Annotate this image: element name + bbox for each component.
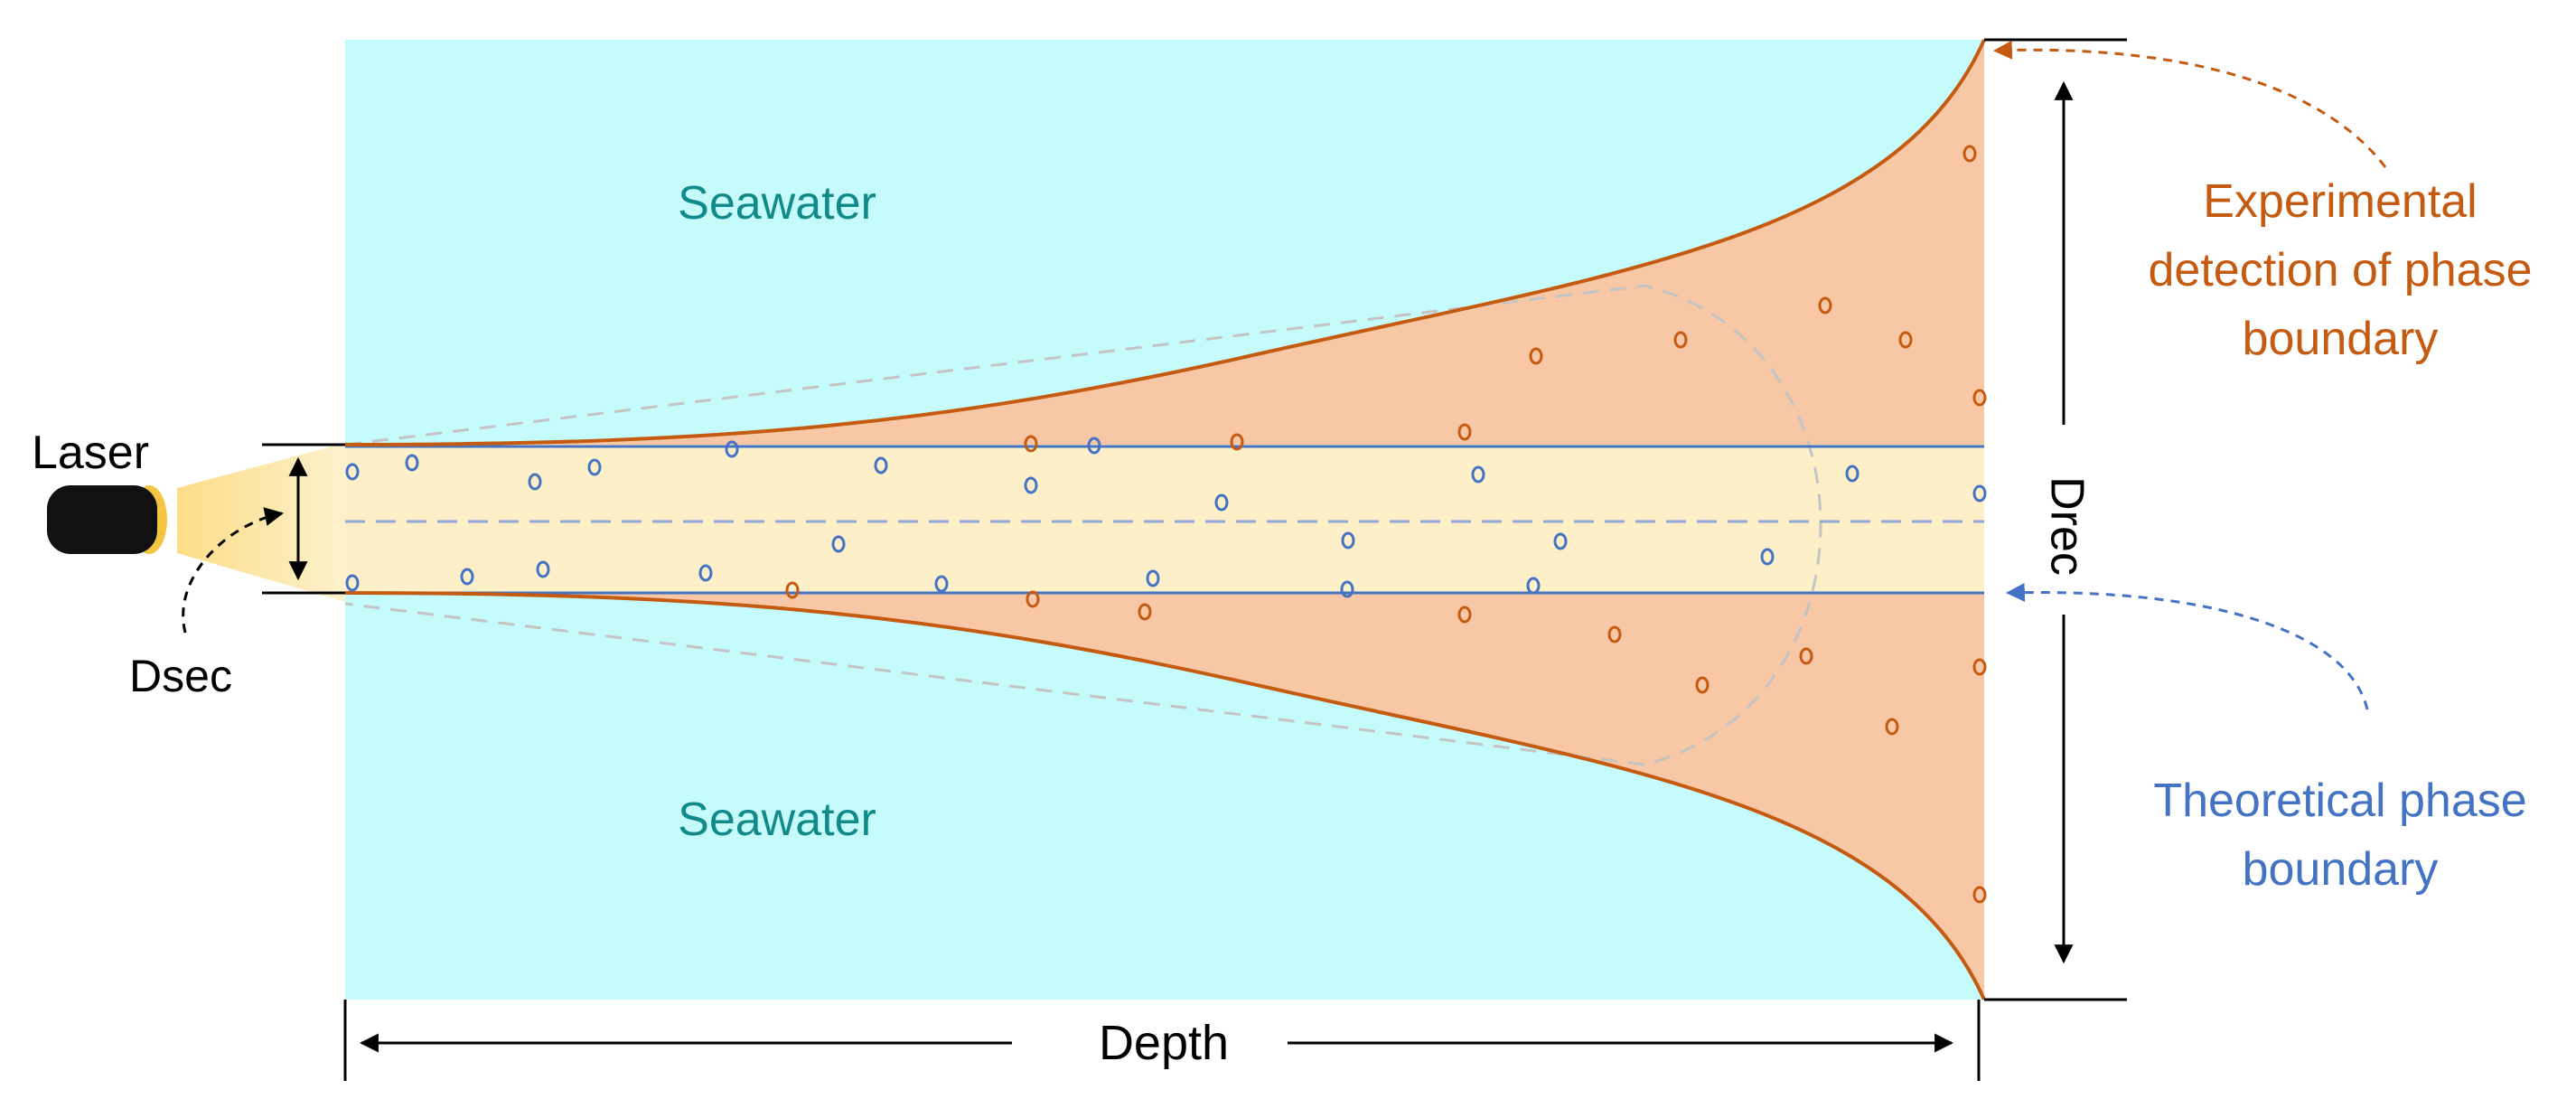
theoretical-particle xyxy=(1553,532,1568,550)
seawater-top-label: Seawater xyxy=(678,177,876,230)
experimental-particle xyxy=(1529,347,1543,365)
theoretical-particle xyxy=(1845,465,1859,483)
theoretical-particle xyxy=(1471,465,1485,484)
experimental-particle xyxy=(1799,647,1813,665)
theoretical-particle xyxy=(698,564,713,582)
experimental-particle xyxy=(1695,676,1710,694)
theoretical-particle xyxy=(587,458,602,476)
theoretical-particle xyxy=(345,574,360,592)
experimental-particle xyxy=(1818,296,1832,315)
experimental-particle xyxy=(1898,331,1913,349)
experimental-particle xyxy=(1607,625,1622,643)
theoretical-particle xyxy=(528,473,542,491)
gray-envelope xyxy=(344,284,1822,766)
theoretical-particle xyxy=(725,440,739,458)
experimental-particle xyxy=(1457,606,1472,624)
experimental-label-line2: detection of phase xyxy=(2149,244,2533,296)
laser-glow xyxy=(177,443,345,602)
experimental-particle xyxy=(1673,331,1688,349)
theoretical-particle xyxy=(1760,548,1775,566)
experimental-label-line3: boundary xyxy=(2243,313,2439,365)
theoretical-particle xyxy=(1972,484,1987,503)
theoretical-particle xyxy=(1214,493,1229,512)
theoretical-label-line1: Theoretical phase xyxy=(2153,775,2526,827)
drec-label: Drec xyxy=(2040,476,2093,576)
laser-label: Laser xyxy=(32,427,149,479)
depth-label: Depth xyxy=(1099,1016,1229,1070)
theoretical-particle xyxy=(405,454,419,472)
experimental-particle xyxy=(1026,590,1040,608)
theoretical-particle xyxy=(1341,531,1355,550)
theoretical-particle xyxy=(1024,476,1038,494)
theoretical-particle xyxy=(1146,569,1160,587)
experimental-particle xyxy=(1457,423,1472,441)
experimental-particle xyxy=(1962,145,1977,163)
theoretical-particle xyxy=(1526,577,1541,595)
experimental-boundary-top xyxy=(344,39,1986,446)
experimental-particle xyxy=(1024,435,1038,453)
theoretical-particle xyxy=(460,568,474,586)
theoretical-label-line2: boundary xyxy=(2243,843,2439,896)
experimental-pointer xyxy=(1992,40,2387,168)
laser-device xyxy=(47,485,167,554)
theoretical-particle xyxy=(345,463,360,481)
experimental-particle xyxy=(1885,718,1899,736)
experimental-particle xyxy=(1972,658,1987,676)
theoretical-particle xyxy=(934,575,949,593)
experimental-particle xyxy=(1972,389,1987,407)
experimental-particle xyxy=(1230,433,1244,451)
beam-region xyxy=(345,445,1984,593)
theoretical-particle xyxy=(1087,437,1101,455)
experimental-particle xyxy=(785,581,800,599)
seawater-bottom-label: Seawater xyxy=(678,794,876,846)
theoretical-particle xyxy=(874,456,888,474)
theoretical-particle xyxy=(831,535,846,553)
theoretical-pointer xyxy=(2005,583,2369,710)
theoretical-particle xyxy=(1340,580,1354,598)
experimental-particle xyxy=(1972,886,1987,904)
theoretical-particle xyxy=(536,560,550,578)
experimental-label-line1: Experimental xyxy=(2203,175,2477,228)
dsec-label: Dsec xyxy=(129,651,232,701)
dsec-pointer xyxy=(182,507,285,634)
particles xyxy=(345,145,1987,904)
experimental-particle xyxy=(1138,603,1152,621)
experimental-boundary-bottom xyxy=(344,591,1986,1000)
